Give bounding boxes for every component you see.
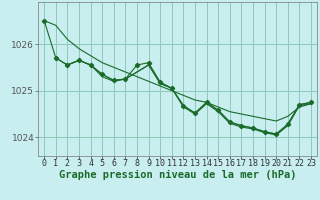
X-axis label: Graphe pression niveau de la mer (hPa): Graphe pression niveau de la mer (hPa) — [59, 170, 296, 180]
